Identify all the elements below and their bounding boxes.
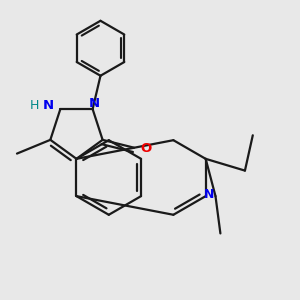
Text: N: N (203, 188, 214, 201)
Text: O: O (140, 142, 152, 155)
Text: N: N (43, 99, 54, 112)
Text: H: H (30, 99, 40, 112)
Text: N: N (89, 97, 100, 110)
